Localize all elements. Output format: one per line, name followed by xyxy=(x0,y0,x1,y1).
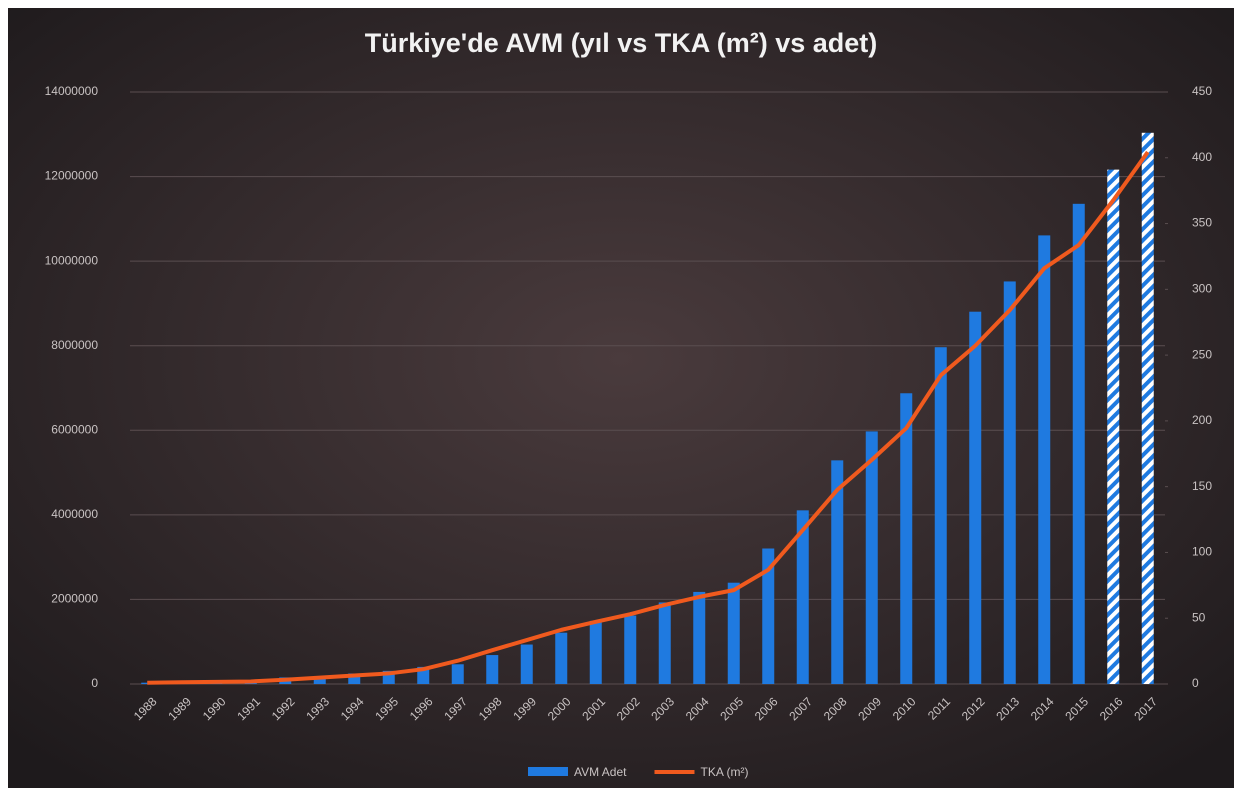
bar xyxy=(451,664,464,684)
y2-tick-label: 200 xyxy=(1192,413,1212,427)
bar xyxy=(1141,132,1154,684)
bar xyxy=(831,460,844,684)
chart-background xyxy=(8,8,1234,788)
bar xyxy=(693,591,706,684)
bar xyxy=(900,393,913,684)
bar xyxy=(796,510,809,684)
y2-tick-label: 100 xyxy=(1192,545,1212,559)
bar xyxy=(934,347,947,684)
y-tick-label: 2000000 xyxy=(51,592,98,606)
y-tick-label: 12000000 xyxy=(45,169,99,183)
y-tick-label: 10000000 xyxy=(45,253,99,267)
chart-title: Türkiye'de AVM (yıl vs TKA (m²) vs adet) xyxy=(365,28,878,58)
bar xyxy=(555,632,568,684)
bar xyxy=(1003,281,1016,684)
y-tick-label: 4000000 xyxy=(51,507,98,521)
legend-swatch xyxy=(528,767,568,776)
line xyxy=(147,150,1150,685)
y2-tick-label: 300 xyxy=(1192,282,1212,296)
y2-tick-label: 250 xyxy=(1192,347,1212,361)
bar xyxy=(658,602,671,684)
y-tick-label: 0 xyxy=(91,676,98,690)
y2-tick-label: 350 xyxy=(1192,216,1212,230)
y-tick-label: 8000000 xyxy=(51,338,98,352)
y2-tick-label: 450 xyxy=(1192,84,1212,98)
bar xyxy=(762,548,775,684)
bar xyxy=(1107,169,1120,684)
bar xyxy=(1072,203,1085,685)
y-tick-label: 6000000 xyxy=(51,422,98,436)
bar xyxy=(520,644,533,684)
legend-item: TKA (m²) xyxy=(654,765,748,779)
y2-tick-label: 0 xyxy=(1192,676,1199,690)
bar xyxy=(141,682,154,684)
legend-item: AVM Adet xyxy=(528,765,627,779)
bar xyxy=(624,615,637,684)
y2-tick-label: 150 xyxy=(1192,479,1212,493)
bar xyxy=(313,676,326,684)
bar xyxy=(348,673,361,684)
bar xyxy=(865,431,878,684)
bar xyxy=(486,655,499,684)
y-tick-label: 14000000 xyxy=(45,84,99,98)
bar xyxy=(727,582,740,684)
y2-tick-label: 50 xyxy=(1192,610,1206,624)
legend-label: TKA (m²) xyxy=(700,765,748,779)
bar xyxy=(969,311,982,684)
legend-label: AVM Adet xyxy=(574,765,627,779)
bar xyxy=(1038,235,1051,684)
bar xyxy=(589,620,602,684)
y2-tick-label: 400 xyxy=(1192,150,1212,164)
